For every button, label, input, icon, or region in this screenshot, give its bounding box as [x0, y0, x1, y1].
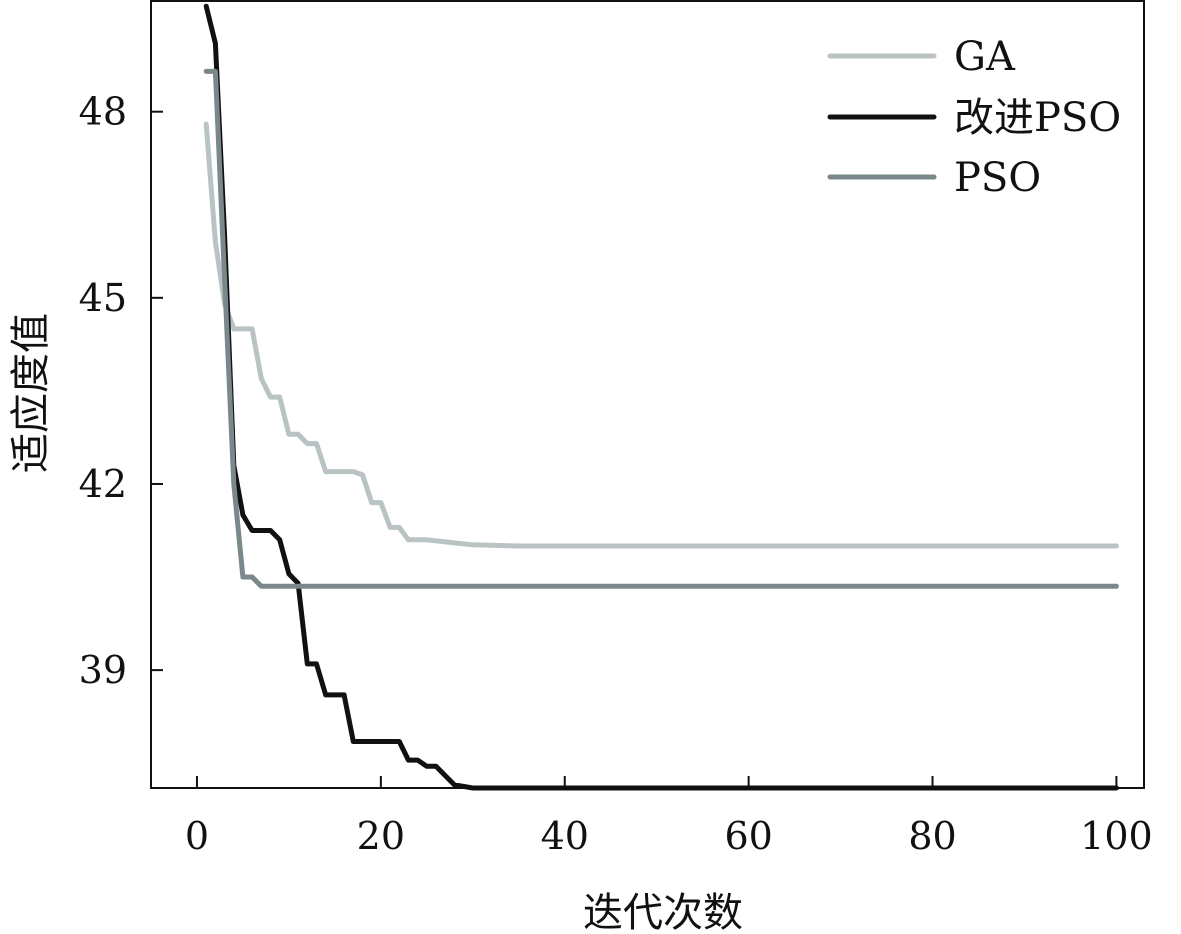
x-tick-label: 0	[185, 814, 209, 858]
x-tick-label: 80	[908, 814, 956, 858]
x-tick-label: 20	[357, 814, 405, 858]
series-line-ga	[203, 121, 1119, 549]
x-tick-label: 60	[724, 814, 772, 858]
y-axis-title: 适应度值	[8, 313, 54, 473]
series-line-pso	[203, 68, 1119, 589]
y-tick-label: 39	[79, 648, 127, 692]
series-lines	[203, 3, 1119, 791]
series-line-improved-pso	[203, 3, 1119, 791]
legend-label-pso: PSO	[954, 155, 1041, 201]
legend-label-improved-pso: 改进PSO	[954, 95, 1121, 141]
x-axis-title: 迭代次数	[583, 890, 743, 934]
legend: GA 改进PSO PSO	[827, 34, 1121, 201]
y-axis-ticks: 39 42 45 48	[79, 90, 163, 692]
y-tick-label: 42	[79, 462, 127, 506]
legend-label-ga: GA	[954, 34, 1016, 80]
y-tick-label: 45	[79, 276, 127, 320]
x-axis-ticks: 0 20 40 60 80 100	[185, 776, 1153, 858]
y-tick-label: 48	[79, 90, 127, 134]
x-tick-label: 100	[1080, 814, 1153, 858]
x-tick-label: 40	[541, 814, 589, 858]
